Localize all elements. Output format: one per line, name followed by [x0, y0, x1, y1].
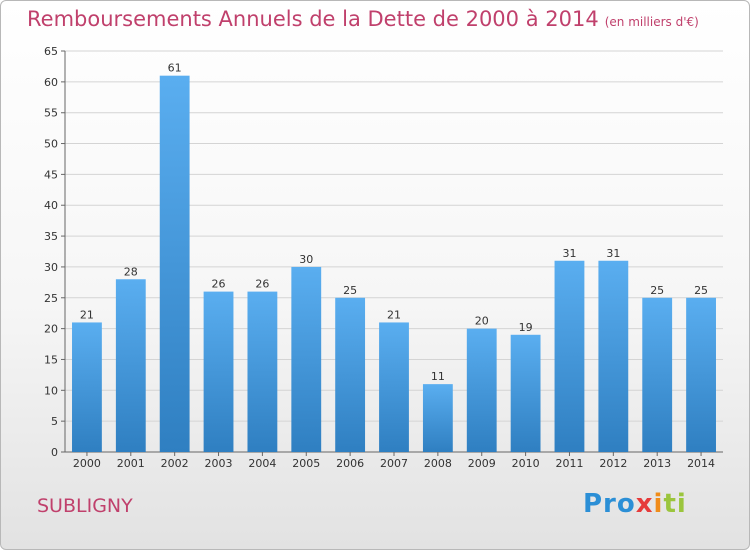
y-tick-label: 40	[44, 199, 58, 212]
logo-part-2: x	[635, 489, 654, 519]
x-tick-label-2000: 2000	[73, 457, 101, 470]
value-label-2013: 25	[650, 284, 664, 297]
y-tick-label: 60	[44, 76, 58, 89]
bar-2001	[115, 279, 146, 452]
x-tick-label-2010: 2010	[512, 457, 540, 470]
logo-part-3: i	[653, 489, 664, 519]
proxiti-logo: Proxiti	[583, 489, 687, 519]
x-tick-label-2006: 2006	[336, 457, 364, 470]
x-tick-label-2013: 2013	[643, 457, 671, 470]
bar-2009	[466, 328, 497, 452]
x-tick-label-2014: 2014	[687, 457, 715, 470]
bar-2006	[335, 297, 366, 452]
bar-2002	[159, 75, 190, 452]
x-tick-label-2011: 2011	[555, 457, 583, 470]
bar-2007	[379, 322, 409, 452]
value-label-2002: 61	[168, 62, 182, 75]
y-tick-label: 65	[44, 45, 58, 58]
value-label-2004: 26	[255, 278, 269, 291]
labels: 21 28 61 26 26 30 25 21 11 20 19 31 31 25 25	[80, 62, 708, 383]
value-label-2007: 21	[387, 308, 401, 321]
value-label-2012: 31	[606, 247, 620, 260]
bar-2008	[422, 384, 453, 452]
bar-2003	[203, 291, 234, 452]
x-tick-label-2002: 2002	[161, 457, 189, 470]
value-label-2014: 25	[694, 284, 708, 297]
y-tick-label: 25	[44, 292, 58, 305]
y-tick-label: 0	[51, 446, 58, 459]
bar-2000	[72, 322, 102, 452]
chart-title-text: Remboursements Annuels de la Dette de 20…	[27, 7, 599, 31]
y-tick-label: 10	[44, 384, 58, 397]
axes: 0 5 10 15 20 25 30 35 40 45 50 55 60 65 2000 2001 2002 20…	[44, 45, 723, 470]
logo-part-4: ti	[663, 489, 687, 519]
bar-2013	[642, 297, 673, 452]
x-tick-label-2001: 2001	[117, 457, 145, 470]
y-tick-label: 30	[44, 261, 58, 274]
value-label-2001: 28	[124, 265, 138, 278]
bars	[72, 75, 716, 452]
x-tick-label-2012: 2012	[599, 457, 627, 470]
bar-2014	[686, 297, 716, 452]
chart-subtitle: (en milliers d'€)	[604, 15, 699, 29]
y-tick-label: 50	[44, 138, 58, 151]
bar-2012	[598, 260, 629, 452]
y-tick-label: 20	[44, 323, 58, 336]
value-label-2005: 30	[299, 253, 313, 266]
y-tick-label: 5	[51, 415, 58, 428]
value-label-2011: 31	[562, 247, 576, 260]
value-label-2008: 11	[431, 370, 445, 383]
x-tick-label-2005: 2005	[292, 457, 320, 470]
value-label-2000: 21	[80, 308, 94, 321]
bar-2004	[247, 291, 278, 452]
value-label-2010: 19	[519, 321, 533, 334]
value-label-2009: 20	[475, 315, 489, 328]
commune-name: SUBLIGNY	[37, 495, 133, 517]
y-tick-label: 15	[44, 353, 58, 366]
y-tick-label: 45	[44, 168, 58, 181]
value-label-2003: 26	[212, 278, 226, 291]
x-tick-label-2009: 2009	[468, 457, 496, 470]
bar-2005	[291, 266, 322, 452]
chart-title: Remboursements Annuels de la Dette de 20…	[27, 7, 699, 31]
bar-2011	[554, 260, 585, 452]
bar-2010	[510, 334, 541, 452]
logo-part-1: Pro	[583, 489, 636, 519]
x-tick-label-2004: 2004	[248, 457, 276, 470]
x-tick-label-2008: 2008	[424, 457, 452, 470]
y-tick-label: 55	[44, 107, 58, 120]
y-tick-label: 35	[44, 230, 58, 243]
x-tick-label-2007: 2007	[380, 457, 408, 470]
value-label-2006: 25	[343, 284, 357, 297]
x-tick-label-2003: 2003	[205, 457, 233, 470]
